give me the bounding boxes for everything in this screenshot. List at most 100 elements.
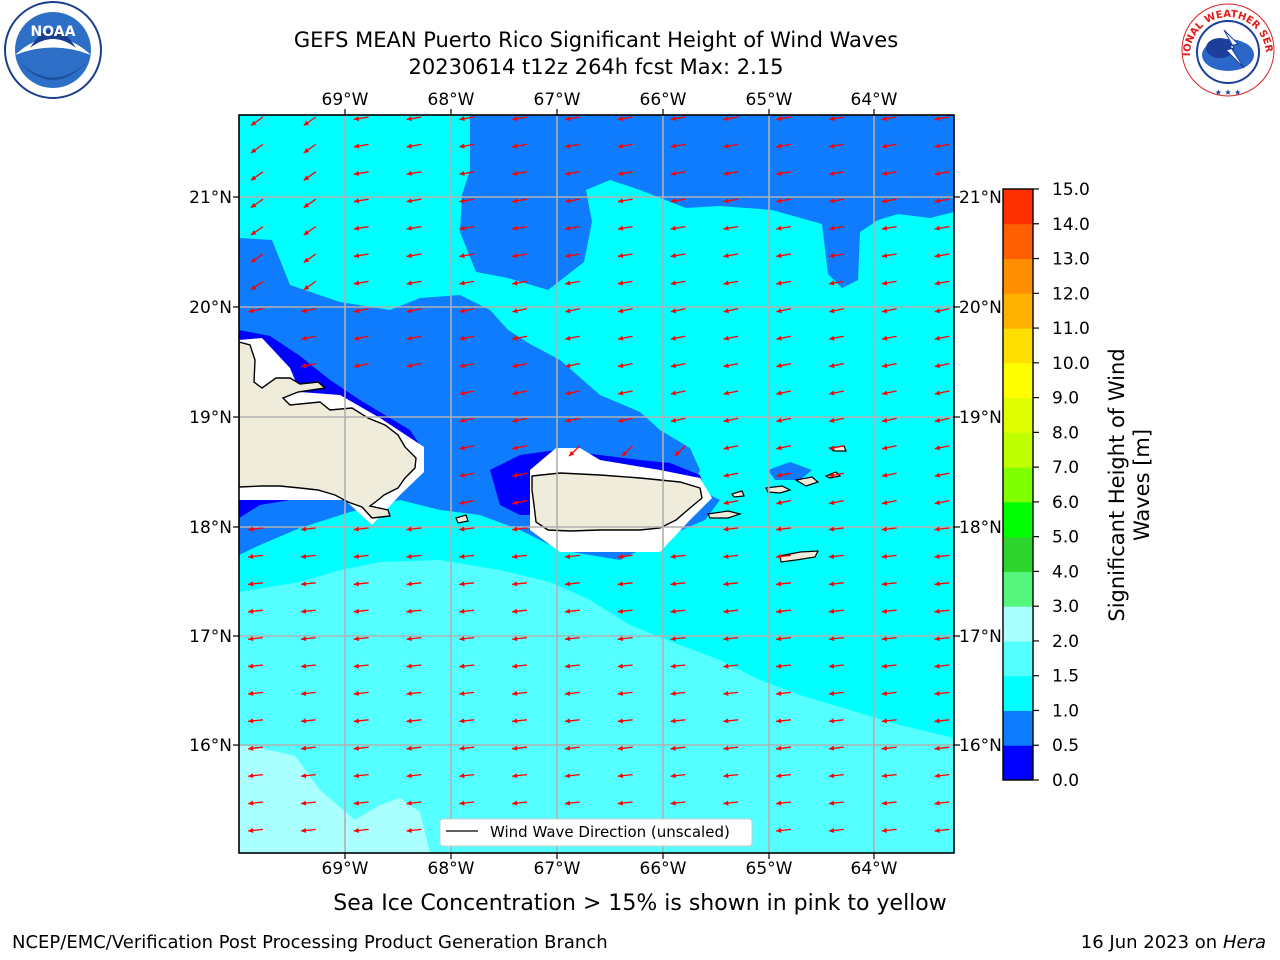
wave-direction-arrow [723, 116, 739, 122]
wave-direction-arrow [671, 855, 686, 860]
wave-direction-arrow [459, 116, 475, 122]
wave-band-1.0-1.5 [239, 115, 954, 853]
wave-band-0.5-1.0-north [460, 115, 954, 290]
wave-direction-arrow [406, 745, 422, 751]
wave-direction-arrow [353, 827, 369, 833]
wave-direction-arrow [618, 855, 633, 860]
wave-direction-arrow [565, 855, 580, 860]
wave-direction-arrow [564, 827, 580, 833]
colorbar-segment [1003, 258, 1033, 294]
wave-direction-arrow [881, 390, 897, 396]
wave-direction-arrow [617, 581, 633, 587]
wave-direction-arrow [776, 526, 792, 532]
wave-direction-arrow [512, 335, 528, 341]
wave-direction-arrow [828, 608, 844, 614]
wave-direction-arrow [459, 581, 475, 587]
wave-direction-arrow [353, 170, 369, 176]
wave-direction-arrow [248, 608, 264, 614]
wave-direction-arrow [828, 225, 844, 231]
mona-island [455, 514, 469, 524]
wave-direction-arrow [723, 335, 739, 341]
wave-direction-arrow [881, 445, 897, 451]
wave-direction-arrow [406, 827, 422, 833]
wave-direction-arrow [459, 663, 475, 669]
wave-direction-arrow [934, 198, 950, 204]
wave-direction-arrow [459, 390, 475, 396]
wave-direction-arrow [934, 827, 950, 833]
wave-direction-arrow [829, 445, 844, 451]
hispaniola-land [239, 341, 417, 519]
wave-direction-arrow [459, 280, 475, 286]
wave-direction-arrow [934, 143, 950, 149]
wave-direction-arrow [776, 417, 792, 423]
wave-direction-arrow [934, 773, 950, 779]
colorbar-segment [1003, 293, 1033, 329]
wind-wave-direction-arrows [248, 116, 950, 860]
wave-direction-arrow [250, 280, 264, 291]
wave-direction-arrow [406, 335, 422, 341]
wave-direction-arrow [776, 198, 792, 204]
wave-direction-arrow [459, 773, 475, 779]
colorbar-segment [1003, 536, 1033, 572]
wave-direction-arrow [670, 608, 686, 614]
wave-direction-arrow [617, 225, 633, 231]
colorbar-tick-label: 11.0 [1052, 319, 1090, 339]
wave-direction-arrow [300, 553, 316, 559]
colorbar-label-line2: Waves [m] [1130, 429, 1154, 541]
wave-direction-arrow [406, 143, 422, 149]
wave-direction-arrow [617, 608, 633, 614]
wave-direction-arrow [828, 526, 844, 532]
wave-direction-arrow [512, 773, 528, 779]
map-subtitle-forecast: 20230614 t12z 264h fcst Max: 2.15 [408, 55, 784, 79]
map-title: GEFS MEAN Puerto Rico Significant Height… [293, 28, 899, 52]
colorbar-tick-label: 13.0 [1052, 250, 1090, 270]
wave-direction-arrow [621, 445, 634, 457]
wave-direction-arrow [670, 143, 686, 149]
wave-direction-arrow [776, 472, 792, 478]
wave-direction-arrow [459, 636, 475, 642]
wave-direction-arrow [829, 499, 844, 506]
wave-direction-arrow [881, 526, 897, 532]
wave-direction-arrow [934, 718, 950, 724]
wave-direction-arrow [670, 581, 686, 587]
wave-direction-arrow [828, 773, 844, 779]
wave-direction-arrow [406, 663, 422, 669]
wave-direction-arrow [617, 800, 633, 806]
footer-date: 16 Jun 2023 on Hera [1081, 932, 1266, 953]
wave-direction-arrow [776, 690, 792, 696]
wave-direction-arrow [459, 143, 475, 149]
wave-direction-arrow [934, 526, 950, 532]
wave-direction-arrow [459, 445, 475, 451]
wave-direction-arrow [670, 280, 686, 286]
wave-direction-arrow [828, 553, 844, 559]
wave-direction-arrow [459, 745, 475, 751]
wave-direction-arrow [406, 608, 422, 614]
st-croix-island [779, 550, 819, 563]
footer-system: Hera [1222, 932, 1266, 953]
wave-direction-arrow [828, 581, 844, 587]
wave-direction-arrow [670, 170, 686, 176]
wave-direction-arrow [512, 170, 528, 176]
wave-direction-arrow [303, 253, 317, 264]
wave-direction-arrow [776, 335, 792, 341]
lat-label-left: 20°N [189, 298, 232, 318]
footer-date-text: 16 Jun 2023 on [1080, 932, 1218, 953]
wave-direction-arrow [829, 390, 844, 396]
wave-direction-arrow [300, 718, 316, 724]
wave-direction-arrow [670, 800, 686, 806]
wave-direction-arrow [512, 390, 528, 396]
wave-direction-arrow [828, 718, 844, 724]
graticule [239, 115, 954, 853]
wave-direction-arrow [248, 663, 264, 669]
wave-direction-arrow [459, 362, 475, 369]
wave-direction-arrow [723, 143, 739, 149]
wave-direction-arrow [828, 170, 844, 176]
wave-direction-arrow [617, 690, 633, 696]
wave-direction-arrow [934, 362, 950, 369]
wave-direction-arrow [459, 198, 475, 204]
wave-direction-arrow [776, 225, 792, 231]
sea-ice-note: Sea Ice Concentration > 15% is shown in … [333, 891, 947, 916]
colorbar-segment [1003, 606, 1033, 642]
wave-direction-arrow [829, 417, 844, 423]
